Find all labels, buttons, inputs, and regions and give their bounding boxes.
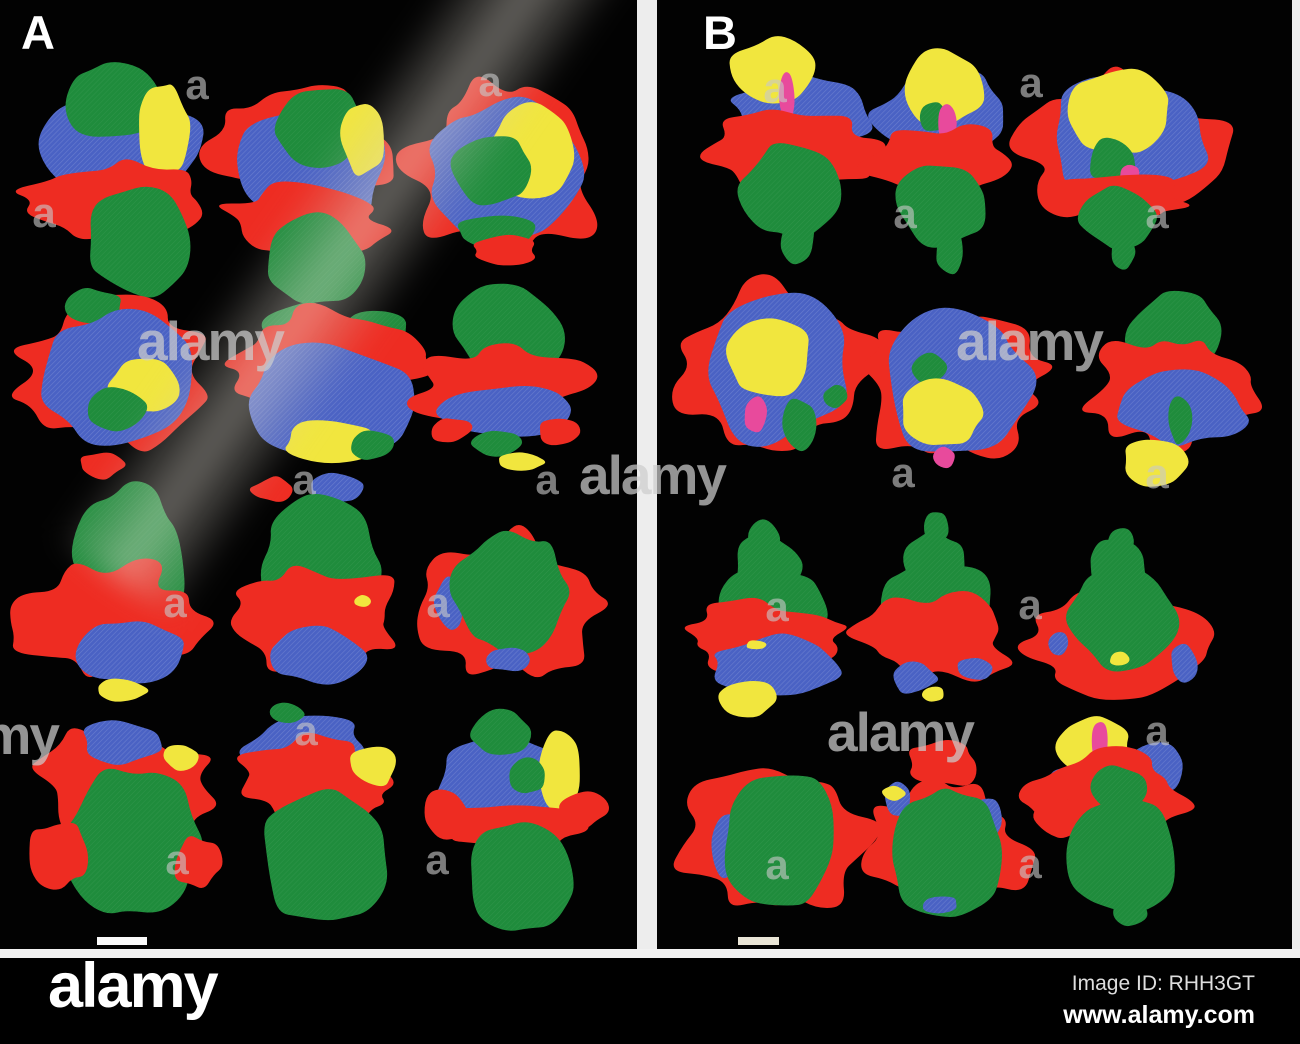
segmented-cell-blob — [15, 62, 204, 298]
segmented-cell-blob — [857, 48, 1012, 275]
scale-bar-b — [738, 937, 779, 945]
scale-bar-a — [97, 937, 147, 945]
segmented-cell-blob — [10, 481, 214, 702]
alamy-url-text: www.alamy.com — [1063, 1001, 1255, 1029]
figure-right-border — [1292, 0, 1300, 950]
figure-panel-b — [657, 0, 1292, 950]
segmented-cell-blob — [29, 720, 223, 914]
segmented-cell-blob — [1017, 528, 1215, 700]
panel-label-a: A — [21, 6, 55, 59]
segmented-cell-blob — [863, 307, 1053, 469]
panel-a-cells-svg — [10, 62, 610, 931]
segmented-cell-blob — [684, 519, 847, 718]
segmented-cell-blob — [395, 76, 598, 266]
segmented-cell-blob — [700, 36, 886, 265]
segmented-cell-blob — [417, 524, 608, 678]
panel-b-cells-svg — [672, 36, 1263, 927]
figure-bottom-border — [0, 949, 1300, 958]
segmented-cell-blob — [237, 702, 396, 921]
segmented-cell-blob — [199, 85, 394, 304]
segmented-cell-blob — [407, 283, 598, 471]
figure-panel-a — [0, 0, 637, 950]
segmented-cell-blob — [1009, 66, 1234, 270]
segmented-cell-blob — [846, 512, 1013, 702]
segmented-cell-blob — [224, 301, 434, 504]
panel-divider — [637, 0, 657, 950]
image-id-text: Image ID: RHH3GT — [1071, 972, 1255, 995]
segmented-cell-blob — [673, 768, 881, 908]
segmented-cell-blob — [424, 708, 610, 931]
segmented-cell-blob — [672, 274, 886, 452]
segmented-cell-blob — [861, 739, 1036, 917]
footer-credit-block: Image ID: RHH3GT www.alamy.com — [1063, 972, 1255, 1030]
segmented-cell-blob — [230, 493, 396, 685]
segmented-cell-blob — [1082, 290, 1263, 487]
alamy-footer-bar: alamy Image ID: RHH3GT www.alamy.com — [0, 951, 1300, 1044]
segmented-cell-blob — [11, 288, 208, 480]
segmented-cell-blob — [1018, 716, 1195, 927]
alamy-logo: alamy — [48, 951, 219, 1021]
panel-label-b: B — [703, 6, 737, 59]
